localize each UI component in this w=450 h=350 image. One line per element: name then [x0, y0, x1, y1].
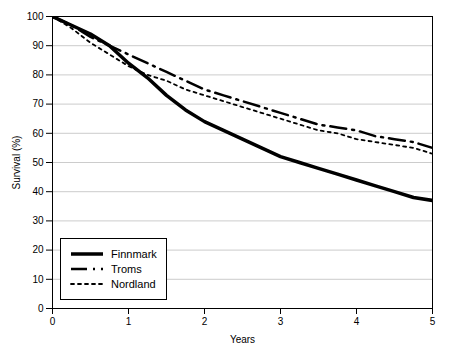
svg-text:1: 1	[126, 316, 132, 327]
html-text:Finnmark: Finnmark	[111, 248, 157, 260]
svg-text:20: 20	[32, 244, 44, 255]
svg-text:5: 5	[430, 316, 436, 327]
svg-text:Years: Years	[230, 334, 255, 345]
svg-text:100: 100	[27, 11, 44, 22]
svg-text:80: 80	[32, 69, 44, 80]
svg-text:2: 2	[202, 316, 208, 327]
svg-text:0: 0	[50, 316, 56, 327]
svg-text:70: 70	[32, 98, 44, 109]
svg-text:Survival (%): Survival (%)	[11, 136, 22, 190]
svg-text:50: 50	[32, 157, 44, 168]
html-text:Nordland: Nordland	[111, 278, 156, 290]
svg-text:40: 40	[32, 186, 44, 197]
svg-text:10: 10	[32, 274, 44, 285]
svg-text:30: 30	[32, 215, 44, 226]
svg-text:90: 90	[32, 40, 44, 51]
svg-text:3: 3	[278, 316, 284, 327]
svg-text:0: 0	[38, 303, 44, 314]
html-text:Troms: Troms	[111, 263, 142, 275]
svg-text:60: 60	[32, 128, 44, 139]
svg-text:4: 4	[354, 316, 360, 327]
